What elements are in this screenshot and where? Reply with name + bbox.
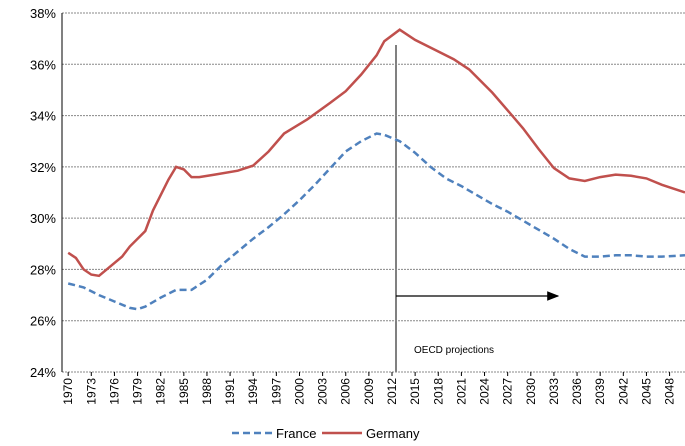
- x-tick-label: 2000: [292, 378, 306, 405]
- y-tick-label: 34%: [30, 109, 56, 124]
- x-tick-label: 1994: [246, 378, 260, 405]
- y-tick-label: 28%: [30, 262, 56, 277]
- x-tick-label: 2018: [431, 378, 445, 405]
- x-tick-label: 2045: [639, 378, 653, 405]
- y-tick-label: 30%: [30, 211, 56, 226]
- x-tick-label: 2015: [408, 378, 422, 405]
- x-tick-label: 2030: [524, 378, 538, 405]
- y-tick-label: 24%: [30, 365, 56, 380]
- x-tick-label: 1997: [269, 378, 283, 405]
- x-tick-label: 1991: [223, 378, 237, 405]
- x-tick-label: 2036: [570, 378, 584, 405]
- x-tick-label: 2039: [593, 378, 607, 405]
- x-tick-label: 1985: [177, 378, 191, 405]
- x-tick-label: 1988: [200, 378, 214, 405]
- x-tick-label: 2027: [501, 378, 515, 405]
- x-tick-label: 1979: [131, 378, 145, 405]
- x-tick-label: 2006: [339, 378, 353, 405]
- y-tick-label: 38%: [30, 6, 56, 21]
- series-line: [67, 132, 685, 311]
- x-tick-label: 1970: [61, 378, 75, 405]
- x-tick-label: 2024: [478, 378, 492, 405]
- annotation: OECD projections: [414, 345, 494, 356]
- series-line: [67, 28, 685, 278]
- legend-label: Germany: [366, 426, 420, 441]
- x-tick-label: 2021: [454, 378, 468, 405]
- x-tick-label: 2042: [616, 378, 630, 405]
- y-tick-label: 36%: [30, 57, 56, 72]
- x-tick-label: 1973: [84, 378, 98, 405]
- legend-label: France: [276, 426, 316, 441]
- y-tick-label: 32%: [30, 160, 56, 175]
- x-tick-label: 1982: [154, 378, 168, 405]
- x-tick-label: 2033: [547, 378, 561, 405]
- x-tick-label: 2009: [362, 378, 376, 405]
- x-tick-label: 2048: [663, 378, 677, 405]
- x-tick-label: 2003: [316, 378, 330, 405]
- x-tick-label: 1976: [107, 378, 121, 405]
- y-tick-label: 26%: [30, 314, 56, 329]
- x-tick-label: 2012: [385, 378, 399, 405]
